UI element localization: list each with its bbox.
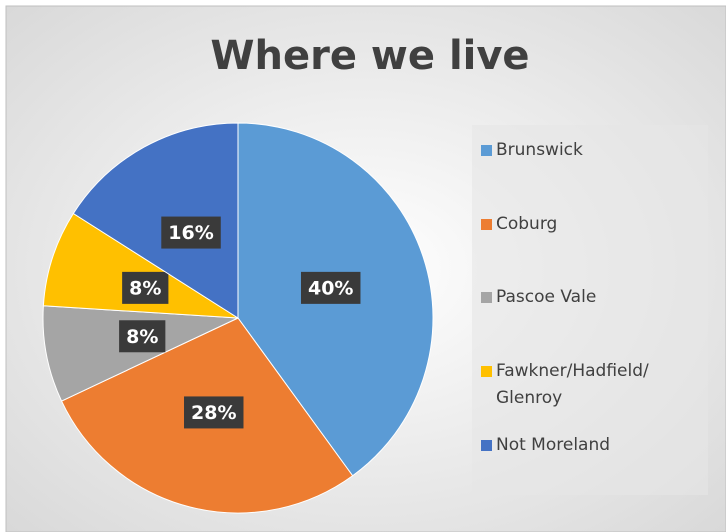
pie-slice bbox=[72, 122, 239, 319]
legend-entry: Fawkner/Hadfield/Glenroy bbox=[481, 358, 701, 412]
data-label-box bbox=[122, 271, 169, 304]
legend-entry: Brunswick bbox=[481, 137, 701, 164]
legend: Brunswick Coburg Pascoe Vale Fawkner/Hadfie… bbox=[472, 125, 708, 495]
legend-entry: Not Moreland bbox=[481, 432, 701, 459]
legend-label: Not Moreland bbox=[496, 435, 611, 455]
legend-label: Coburg bbox=[496, 214, 558, 234]
data-label: 8% bbox=[129, 277, 161, 299]
data-label-box bbox=[161, 216, 221, 249]
data-label: 40% bbox=[308, 277, 353, 299]
legend-label: Pascoe Vale bbox=[496, 287, 597, 307]
data-label-box bbox=[119, 320, 166, 353]
legend-swatch bbox=[481, 292, 492, 303]
pie-slice bbox=[42, 212, 239, 319]
legend-label: Fawkner/Hadfield/Glenroy bbox=[496, 361, 649, 408]
legend-swatch bbox=[481, 440, 492, 451]
data-label-box bbox=[300, 271, 361, 304]
pie-slice bbox=[42, 305, 239, 402]
legend-swatch bbox=[481, 145, 492, 156]
data-label: 16% bbox=[168, 222, 213, 244]
data-label-box bbox=[184, 396, 244, 429]
chart-title: Where we live bbox=[210, 33, 529, 79]
legend-swatch bbox=[481, 219, 492, 230]
legend-entry: Coburg bbox=[481, 211, 701, 238]
legend-swatch bbox=[481, 366, 492, 377]
data-label: 28% bbox=[191, 402, 236, 424]
data-label: 8% bbox=[126, 326, 158, 348]
legend-entry: Pascoe Vale bbox=[481, 284, 701, 311]
legend-label: Brunswick bbox=[496, 140, 583, 160]
